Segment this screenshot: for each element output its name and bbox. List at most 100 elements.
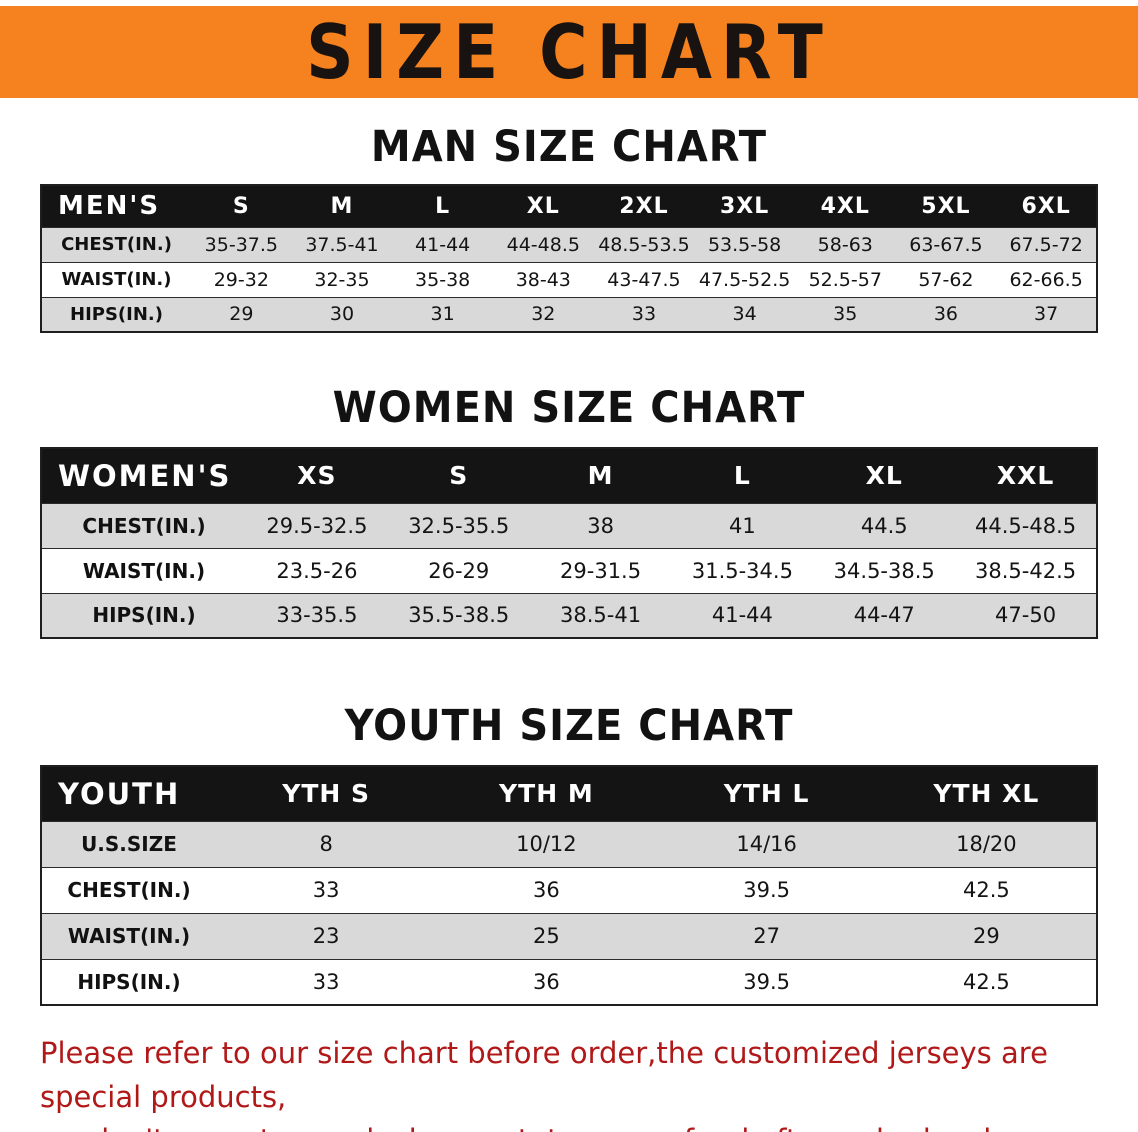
size-header-cell: YTH M <box>436 766 657 821</box>
measurement-row: U.S.SIZE 8 10/12 14/16 18/20 <box>41 821 1097 867</box>
measurement-value-cell: 36 <box>895 297 997 332</box>
measurement-value-cell: 39.5 <box>656 959 877 1005</box>
size-chart-page: SIZE CHART MAN SIZE CHART MEN'S S M L XL 2XL 3… <box>0 6 1138 1132</box>
measurement-value-cell: 35.5-38.5 <box>387 593 530 638</box>
size-header-cell: S <box>191 185 292 227</box>
measurement-value-cell: 41 <box>671 503 814 548</box>
measurement-value-cell: 34 <box>694 297 795 332</box>
measurement-label-cell: WAIST(IN.) <box>41 913 216 959</box>
measurement-label-cell: U.S.SIZE <box>41 821 216 867</box>
measurement-value-cell: 32 <box>492 297 594 332</box>
table-title-cell: MEN'S <box>41 185 191 227</box>
measurement-value-cell: 39.5 <box>656 867 877 913</box>
measurement-value-cell: 62-66.5 <box>996 262 1097 297</box>
measurement-value-cell: 47.5-52.5 <box>694 262 795 297</box>
measurement-value-cell: 8 <box>216 821 437 867</box>
measurement-value-cell: 23.5-26 <box>246 548 388 593</box>
size-header-cell: XXL <box>955 448 1097 503</box>
measurement-row: WAIST(IN.) 23.5-26 26-29 29-31.5 31.5-34.5 34… <box>41 548 1097 593</box>
youth-size-table: YOUTH YTH S YTH M YTH L YTH XL U.S.SIZE 8 10/12… <box>40 765 1098 1006</box>
measurement-row: WAIST(IN.) 29-32 32-35 35-38 38-43 43-47.5 47.… <box>41 262 1097 297</box>
measurement-value-cell: 44-47 <box>813 593 956 638</box>
measurement-label-cell: CHEST(IN.) <box>41 867 216 913</box>
size-header-cell: 5XL <box>895 185 997 227</box>
measurement-value-cell: 41-44 <box>671 593 814 638</box>
measurement-value-cell: 47-50 <box>955 593 1097 638</box>
measurement-value-cell: 27 <box>656 913 877 959</box>
size-header-cell: 2XL <box>593 185 695 227</box>
size-header-cell: XL <box>813 448 956 503</box>
size-chart-title: SIZE CHART <box>306 8 832 96</box>
measurement-value-cell: 58-63 <box>794 227 896 262</box>
measurement-value-cell: 63-67.5 <box>895 227 997 262</box>
measurement-value-cell: 34.5-38.5 <box>813 548 956 593</box>
measurement-value-cell: 23 <box>216 913 437 959</box>
measurement-label-cell: WAIST(IN.) <box>41 262 191 297</box>
measurement-value-cell: 42.5 <box>876 867 1097 913</box>
size-header-cell: M <box>291 185 393 227</box>
measurement-value-cell: 38.5-41 <box>529 593 672 638</box>
table-title-cell: WOMEN'S <box>41 448 246 503</box>
measurement-value-cell: 29 <box>191 297 292 332</box>
table-header-row: MEN'S S M L XL 2XL 3XL 4XL 5XL 6XL <box>41 185 1097 227</box>
measurement-value-cell: 44.5 <box>813 503 956 548</box>
measurement-value-cell: 38-43 <box>492 262 594 297</box>
man-size-chart-heading: MAN SIZE CHART <box>370 122 768 172</box>
measurement-value-cell: 44.5-48.5 <box>955 503 1097 548</box>
measurement-value-cell: 14/16 <box>656 821 877 867</box>
measurement-label-cell: CHEST(IN.) <box>41 503 246 548</box>
measurement-row: HIPS(IN.) 33-35.5 35.5-38.5 38.5-41 41-44 44-… <box>41 593 1097 638</box>
measurement-value-cell: 29-32 <box>191 262 292 297</box>
measurement-value-cell: 10/12 <box>436 821 657 867</box>
measurement-value-cell: 25 <box>436 913 657 959</box>
size-chart-banner: SIZE CHART <box>0 6 1138 98</box>
women-size-chart-section: WOMEN SIZE CHART WOMEN'S XS S M L XL XXL CHEST(… <box>0 383 1138 639</box>
disclaimer-line-2: we don't accept cancel, change, teturn o… <box>40 1119 1124 1132</box>
measurement-value-cell: 33 <box>216 959 437 1005</box>
size-header-cell: YTH S <box>216 766 437 821</box>
measurement-value-cell: 35-37.5 <box>191 227 292 262</box>
measurement-value-cell: 32-35 <box>291 262 393 297</box>
measurement-value-cell: 52.5-57 <box>794 262 896 297</box>
measurement-value-cell: 41-44 <box>392 227 493 262</box>
measurement-row: CHEST(IN.) 35-37.5 37.5-41 41-44 44-48.5 48.5… <box>41 227 1097 262</box>
measurement-row: CHEST(IN.) 33 36 39.5 42.5 <box>41 867 1097 913</box>
size-header-cell: YTH L <box>656 766 877 821</box>
measurement-value-cell: 33-35.5 <box>246 593 388 638</box>
measurement-label-cell: HIPS(IN.) <box>41 593 246 638</box>
measurement-row: HIPS(IN.) 29 30 31 32 33 34 35 36 37 <box>41 297 1097 332</box>
table-title-cell: YOUTH <box>41 766 216 821</box>
measurement-value-cell: 18/20 <box>876 821 1097 867</box>
measurement-value-cell: 31.5-34.5 <box>671 548 814 593</box>
disclaimer-line-1: Please refer to our size chart before or… <box>40 1036 1048 1114</box>
table-header-row: WOMEN'S XS S M L XL XXL <box>41 448 1097 503</box>
size-header-cell: L <box>671 448 814 503</box>
measurement-value-cell: 31 <box>392 297 493 332</box>
measurement-label-cell: HIPS(IN.) <box>41 959 216 1005</box>
youth-size-chart-section: YOUTH SIZE CHART YOUTH YTH S YTH M YTH L YTH… <box>0 701 1138 1006</box>
measurement-value-cell: 44-48.5 <box>492 227 594 262</box>
size-header-cell: M <box>529 448 672 503</box>
measurement-value-cell: 35-38 <box>392 262 493 297</box>
size-header-cell: 3XL <box>694 185 795 227</box>
measurement-value-cell: 36 <box>436 867 657 913</box>
measurement-label-cell: HIPS(IN.) <box>41 297 191 332</box>
measurement-row: WAIST(IN.) 23 25 27 29 <box>41 913 1097 959</box>
measurement-value-cell: 29 <box>876 913 1097 959</box>
measurement-value-cell: 33 <box>216 867 437 913</box>
men-size-table: MEN'S S M L XL 2XL 3XL 4XL 5XL 6XL CHEST(IN.) 35-37… <box>40 184 1098 333</box>
man-size-chart-section: MAN SIZE CHART MEN'S S M L XL 2XL 3XL 4XL 5XL 6XL… <box>0 122 1138 333</box>
women-size-chart-heading: WOMEN SIZE CHART <box>332 383 806 433</box>
measurement-value-cell: 35 <box>794 297 896 332</box>
size-header-cell: XL <box>492 185 594 227</box>
size-header-cell: S <box>387 448 530 503</box>
measurement-value-cell: 42.5 <box>876 959 1097 1005</box>
measurement-value-cell: 38.5-42.5 <box>955 548 1097 593</box>
measurement-value-cell: 36 <box>436 959 657 1005</box>
measurement-value-cell: 57-62 <box>895 262 997 297</box>
measurement-value-cell: 67.5-72 <box>996 227 1097 262</box>
measurement-value-cell: 26-29 <box>387 548 530 593</box>
measurement-row: HIPS(IN.) 33 36 39.5 42.5 <box>41 959 1097 1005</box>
youth-size-chart-heading: YOUTH SIZE CHART <box>344 701 794 751</box>
measurement-value-cell: 29.5-32.5 <box>246 503 388 548</box>
